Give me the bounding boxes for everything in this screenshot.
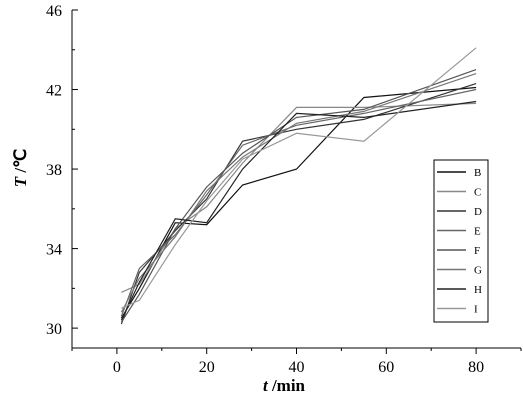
legend-label-d: D bbox=[474, 206, 482, 218]
x-tick-label: 60 bbox=[378, 359, 394, 376]
x-tick-label: 20 bbox=[199, 359, 215, 376]
series-group bbox=[120, 47, 477, 325]
legend-label-c: C bbox=[474, 187, 481, 199]
legend-label-f: F bbox=[474, 245, 480, 257]
x-tick-label: 80 bbox=[468, 359, 484, 376]
series-line-c bbox=[121, 102, 477, 293]
y-axis-title-var: T bbox=[11, 176, 30, 187]
legend-label-g: G bbox=[474, 265, 482, 277]
legend-label-b: B bbox=[474, 167, 481, 179]
y-axis-title-unit: /℃ bbox=[11, 149, 30, 177]
x-tick-label: 40 bbox=[289, 359, 305, 376]
x-axis-title-var: t bbox=[263, 376, 269, 395]
series-line-i bbox=[121, 47, 477, 309]
y-tick-label: 42 bbox=[46, 83, 62, 100]
legend-label-h: H bbox=[474, 284, 482, 296]
series-line-h bbox=[120, 100, 477, 321]
legend-label-e: E bbox=[474, 226, 481, 238]
x-tick-label: 0 bbox=[113, 359, 121, 376]
y-axis-title: T /℃ bbox=[11, 149, 30, 187]
x-axis: 0 20 40 60 80 bbox=[71, 347, 522, 376]
series-line-d bbox=[120, 83, 477, 325]
series-line-b bbox=[120, 86, 477, 319]
y-tick-label: 38 bbox=[46, 162, 62, 179]
y-tick-label: 34 bbox=[46, 242, 62, 259]
x-axis-title-unit: /min bbox=[268, 376, 306, 395]
series-line-f bbox=[120, 69, 477, 323]
y-tick-label: 46 bbox=[46, 3, 62, 20]
y-axis: 30 34 38 42 46 bbox=[46, 3, 78, 348]
y-tick-label: 30 bbox=[46, 321, 62, 338]
legend-box bbox=[433, 159, 489, 323]
x-axis-title: t /min bbox=[263, 376, 306, 395]
legend-label-i: I bbox=[474, 304, 478, 316]
